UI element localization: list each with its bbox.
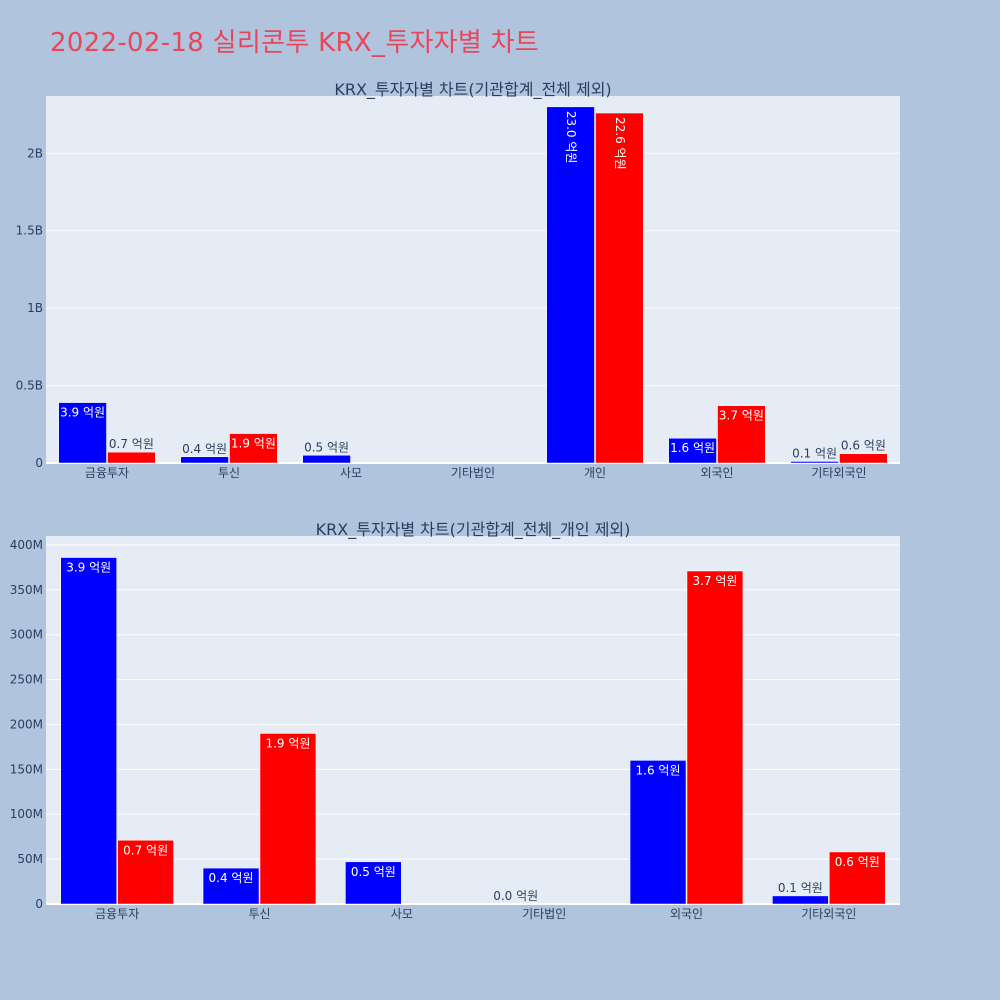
data-label: 1.9 억원 — [231, 437, 276, 451]
bar-buy — [546, 106, 595, 464]
chart-institution-excluded: KRX_투자자별 차트(기관합계_전체 제외) 0 0.5B 1B 1.5B 2B 금융투자… — [0, 75, 1000, 485]
x-tick-label: 외국인 — [700, 466, 733, 480]
data-label: 3.7 억원 — [719, 409, 764, 423]
y-tick-label: 150M — [10, 762, 43, 776]
bar-buy — [345, 861, 402, 905]
data-label: 22.6 억원 — [613, 117, 627, 170]
x-tick-label: 기타외국인 — [801, 907, 856, 921]
data-label: 0.5 억원 — [351, 865, 396, 879]
y-tick-label: 0 — [35, 456, 43, 470]
x-tick-label: 외국인 — [670, 907, 703, 921]
x-tick-label: 기타법인 — [522, 907, 566, 921]
data-label: 3.9 억원 — [66, 561, 111, 575]
y-tick-label: 1B — [27, 301, 43, 315]
y-tick-label: 0 — [35, 897, 43, 911]
x-tick-label: 기타외국인 — [811, 466, 866, 480]
data-label: 0.4 억원 — [182, 442, 227, 456]
data-label: 3.9 억원 — [60, 406, 105, 420]
bar-buy — [668, 437, 717, 464]
data-label: 0.4 억원 — [209, 871, 254, 885]
x-tick-label: 사모 — [340, 466, 362, 480]
x-tick-label: 개인 — [584, 466, 606, 480]
y-tick-label: 300M — [10, 628, 43, 642]
bar-chart-2: KRX_투자자별 차트(기관합계_전체_개인 제외) 0 50M 100M 150M 20… — [10, 520, 900, 921]
x-tick-label: 금융투자 — [95, 907, 139, 921]
data-label: 0.6 억원 — [841, 439, 886, 453]
data-label: 0.0 억원 — [493, 889, 538, 903]
y-tick-label: 350M — [10, 583, 43, 597]
y-tick-label: 250M — [10, 673, 43, 687]
data-label: 1.6 억원 — [670, 441, 715, 455]
bar-sell — [686, 570, 744, 905]
data-label: 0.6 억원 — [835, 855, 880, 869]
data-label: 23.0 억원 — [564, 111, 578, 164]
data-label: 1.9 억원 — [265, 736, 310, 750]
bar-sell — [117, 840, 174, 905]
x-tick-label: 기타법인 — [451, 466, 495, 480]
y-tick-label: 400M — [10, 538, 43, 552]
data-label: 3.7 억원 — [692, 574, 737, 588]
y-tick-label: 2B — [27, 146, 43, 160]
y-tick-label: 0.5B — [16, 379, 43, 393]
bar-sell — [829, 851, 886, 905]
page-title: 2022-02-18 실리콘투 KRX_투자자별 차트 — [50, 28, 540, 58]
bar-buy — [202, 867, 260, 905]
bar-buy — [302, 455, 351, 464]
x-tick-label: 금융투자 — [85, 466, 129, 480]
bar-buy — [772, 895, 829, 905]
x-tick-label: 사모 — [391, 907, 413, 921]
bar-buy — [629, 760, 687, 905]
bar-buy — [790, 461, 839, 464]
bar-buy — [58, 402, 107, 464]
data-label: 0.7 억원 — [123, 843, 168, 857]
bar-buy — [60, 557, 117, 905]
chart-institution-individual-excluded: KRX_투자자별 차트(기관합계_전체_개인 제외) 0 50M 100M 150M 20… — [0, 515, 1000, 935]
data-label: 0.5 억원 — [304, 440, 349, 454]
y-tick-label: 50M — [17, 852, 43, 866]
y-tick-label: 200M — [10, 717, 43, 731]
bar-sell — [229, 433, 278, 464]
bar-chart-1: KRX_투자자별 차트(기관합계_전체 제외) 0 0.5B 1B 1.5B 2B 금융투자… — [16, 80, 900, 480]
bar-sell — [595, 112, 644, 464]
y-tick-label: 1.5B — [16, 224, 43, 238]
x-tick-label: 투신 — [218, 466, 240, 480]
data-label: 1.6 억원 — [636, 763, 681, 777]
bar-sell — [717, 405, 766, 464]
bar-buy — [180, 456, 229, 464]
data-label: 0.1 억원 — [792, 446, 837, 460]
chart-title: KRX_투자자별 차트(기관합계_전체_개인 제외) — [316, 520, 631, 540]
x-tick-label: 투신 — [248, 907, 270, 921]
plot-area — [46, 96, 900, 463]
bar-sell — [839, 453, 888, 464]
y-tick-label: 100M — [10, 807, 43, 821]
chart-title: KRX_투자자별 차트(기관합계_전체 제외) — [334, 80, 611, 100]
bar-sell — [107, 451, 156, 464]
data-label: 0.7 억원 — [109, 437, 154, 451]
plot-area — [46, 536, 900, 904]
bar-sell — [259, 733, 317, 905]
data-label: 0.1 억원 — [778, 881, 823, 895]
